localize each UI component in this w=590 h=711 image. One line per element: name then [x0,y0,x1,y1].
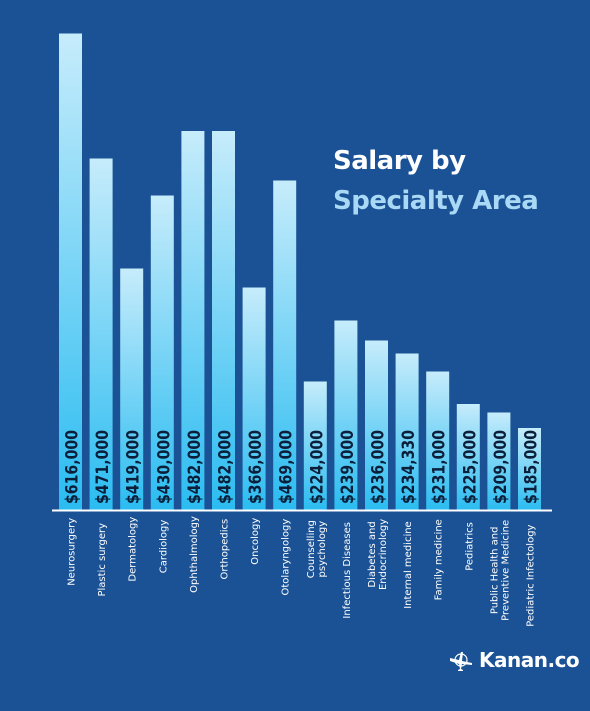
category-label: Plastic surgery [97,523,108,597]
bar-13 [426,371,450,510]
category-label: Diabetes andEndocrinology [367,519,389,590]
category-label: Ophthalmology [189,516,200,593]
airplane-icon [450,652,472,671]
bar-value-label: $616,000 [63,430,83,504]
bar-3 [120,268,144,510]
bar-8 [273,180,297,510]
bar-value-label: $482,000 [216,430,236,504]
bar-value-label: $419,000 [124,430,144,504]
category-label: Oncology [250,518,261,565]
bar-5 [181,131,205,510]
value-labels-group: $616,000 $471,000 $419,000 $430,000 $482,000… [63,430,542,504]
bar-value-label: $231,000 [430,430,450,504]
bar-12 [395,353,419,510]
category-label: Public Health andPreventive Medicine [489,520,511,621]
category-labels-group: Neurosurgery Plastic surgery Dermatology Ca… [67,516,537,627]
category-label: Orthopedics [220,519,231,580]
category-label: Pediatrics [464,522,475,571]
bar-15 [487,412,511,510]
bar-value-label: $469,000 [277,430,297,504]
bar-11 [365,340,388,510]
category-label: Cardiology [158,520,169,574]
category-label: Dermatology [128,517,139,582]
category-label: Infectious Diseases [342,522,353,619]
bar-value-label: $366,000 [246,430,266,504]
chart-title-line2: Specialty Area [333,186,539,216]
bar-value-label: $471,000 [93,430,113,504]
brand-logo: Kanan.co [449,646,580,674]
bar-9 [303,381,327,510]
bar-2 [89,158,113,510]
bar-6 [212,131,235,510]
category-label: Otolaryngology [281,519,292,596]
category-label: Pediatric Infectology [526,524,537,626]
bar-14 [456,404,480,510]
category-label: Family medicine [434,519,445,600]
bar-1 [59,33,82,510]
category-label: Internal medicine [403,521,414,609]
bar-value-label: $239,000 [338,430,358,504]
bar-value-label: $234,330 [399,430,419,504]
category-label: Counsellingpsychology [306,520,328,578]
bar-4 [150,195,174,510]
category-label: Neurosurgery [67,518,78,586]
bar-value-label: $236,000 [369,430,389,504]
bars-group [59,33,541,510]
bar-value-label: $224,000 [307,430,327,504]
bar-value-label: $430,000 [154,430,174,504]
bar-7 [242,287,266,510]
brand-name: Kanan.co [479,648,580,672]
bar-value-label: $185,000 [522,430,542,504]
bar-value-label: $225,000 [460,430,480,504]
bar-value-label: $209,000 [491,430,511,504]
chart-title-line1: Salary by [333,146,466,176]
bar-value-label: $482,000 [185,430,205,504]
bar-16 [518,428,541,510]
bar-10 [334,320,358,510]
